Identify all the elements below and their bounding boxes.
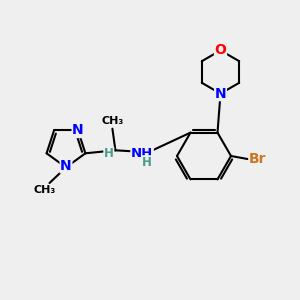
Text: N: N [215,87,226,100]
Text: O: O [214,44,226,57]
Text: N: N [72,124,84,137]
Text: Br: Br [249,152,267,166]
Text: NH: NH [131,147,153,160]
Text: H: H [142,156,152,169]
Text: N: N [60,159,72,173]
Text: CH₃: CH₃ [34,184,56,195]
Text: CH₃: CH₃ [101,116,124,126]
Text: H: H [104,147,114,161]
